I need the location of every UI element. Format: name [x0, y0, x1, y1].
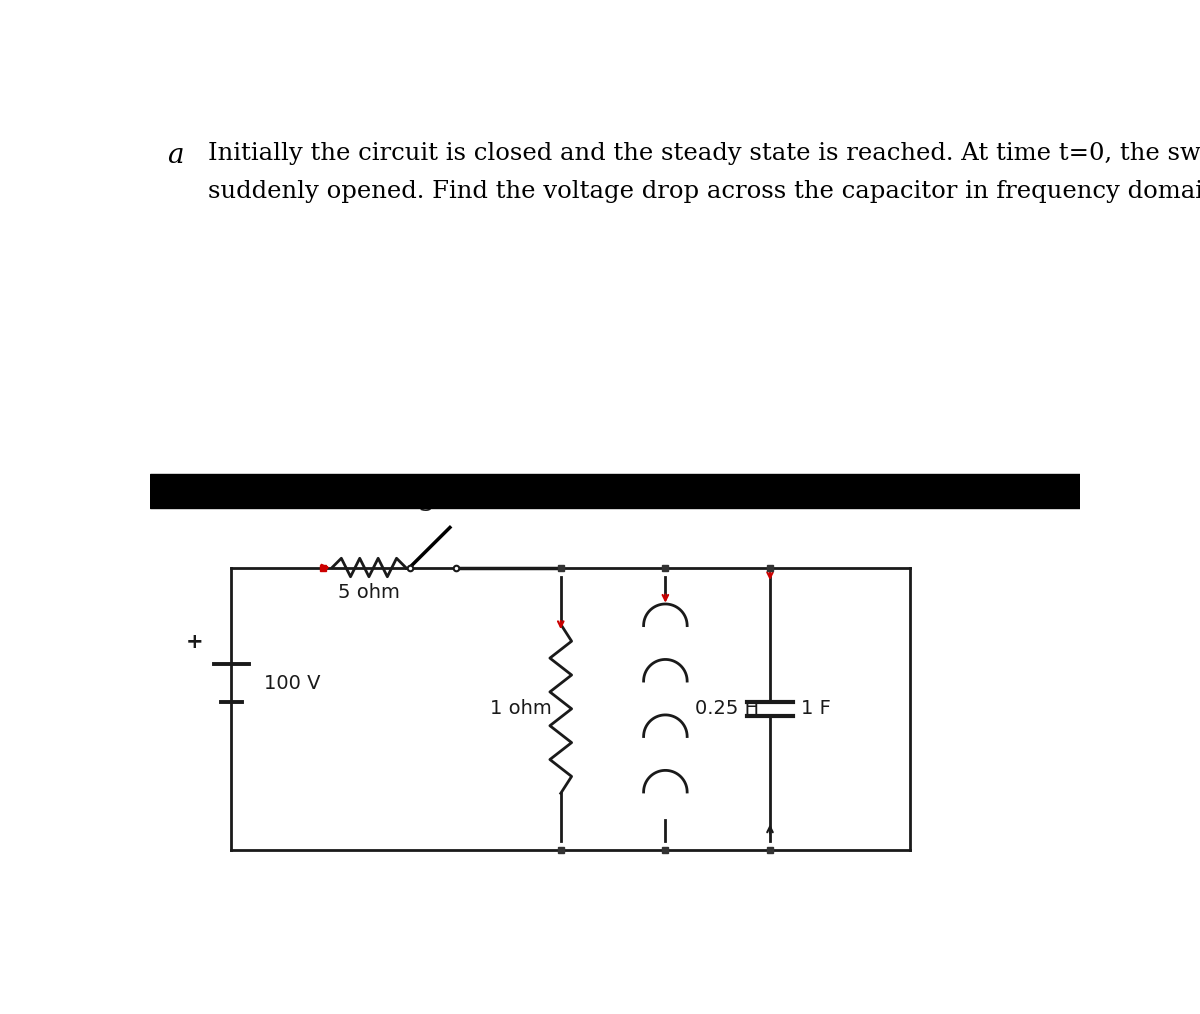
Bar — [150, 475, 1080, 508]
Text: Initially the circuit is closed and the steady state is reached. At time t=0, th: Initially the circuit is closed and the … — [208, 142, 1200, 164]
Text: 100 V: 100 V — [264, 673, 320, 693]
Text: +: + — [185, 632, 203, 652]
Text: 1 ohm: 1 ohm — [490, 700, 551, 718]
Text: suddenly opened. Find the voltage drop across the capacitor in frequency domain.: suddenly opened. Find the voltage drop a… — [208, 180, 1200, 203]
Text: 1 F: 1 F — [802, 700, 830, 718]
Text: 0.25 H: 0.25 H — [695, 700, 758, 718]
Text: S: S — [418, 495, 432, 515]
Text: 5 ohm: 5 ohm — [338, 583, 400, 602]
Text: a: a — [167, 142, 184, 168]
